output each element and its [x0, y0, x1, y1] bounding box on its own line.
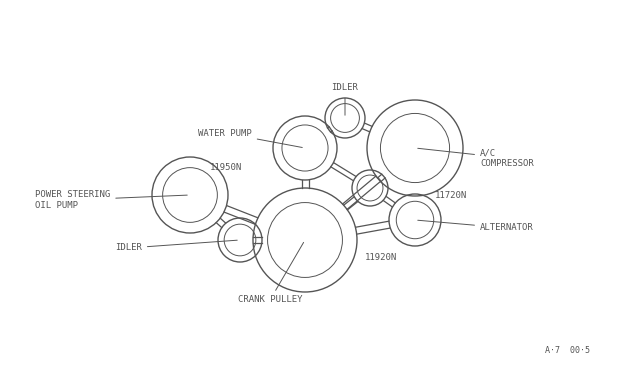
Text: ALTERNATOR: ALTERNATOR [418, 220, 534, 232]
Text: CRANK PULLEY: CRANK PULLEY [237, 243, 303, 305]
Text: 11720N: 11720N [435, 190, 467, 199]
Text: 11920N: 11920N [365, 253, 397, 263]
Text: A/C
COMPRESSOR: A/C COMPRESSOR [418, 148, 534, 168]
Text: POWER STEERING
OIL PUMP: POWER STEERING OIL PUMP [35, 190, 188, 210]
Text: IDLER: IDLER [332, 83, 358, 115]
Text: WATER PUMP: WATER PUMP [198, 128, 302, 147]
Text: IDLER: IDLER [115, 240, 237, 253]
Text: 11950N: 11950N [210, 164, 243, 173]
Text: A·7  00·5: A·7 00·5 [545, 346, 590, 355]
